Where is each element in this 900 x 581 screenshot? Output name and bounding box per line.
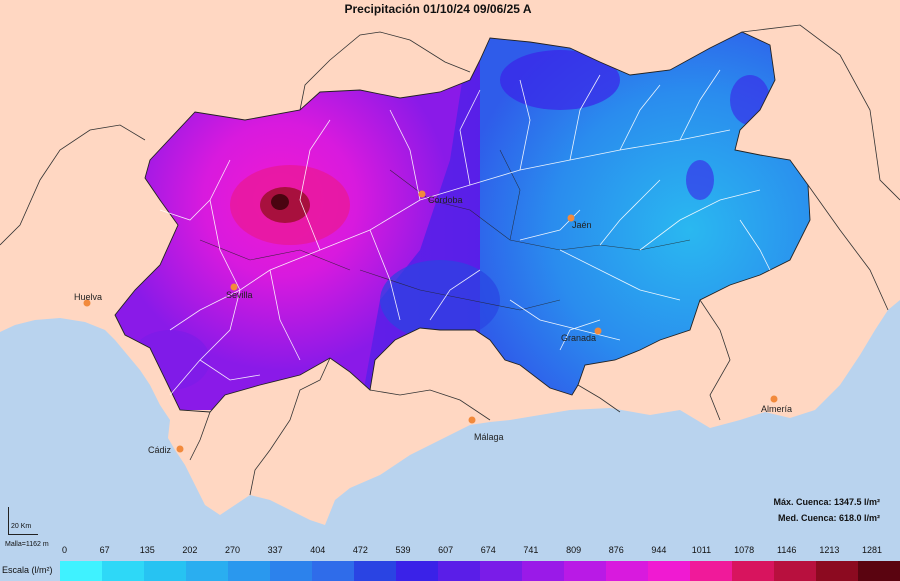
legend-tick: 1146 [777,545,797,555]
city-granada: Granada [561,327,602,343]
city-label: Granada [561,333,596,343]
distance-scalebar: 20 Km Malla=1162 m [5,507,49,548]
legend-swatch [858,561,900,581]
legend-tick: 809 [566,545,582,555]
legend-tick: 1213 [819,545,840,555]
legend-swatch [102,561,144,581]
city-label: Cádiz [148,445,172,455]
legend-tick: 67 [99,545,110,555]
city-huelva: Huelva [74,292,102,307]
city-cadiz: Cádiz [148,445,184,455]
city-jaen: Jaén [567,214,592,230]
map-title: Precipitación 01/10/24 09/06/25 A [344,2,532,16]
legend-tick: 876 [608,545,624,555]
city-cordoba: Córdoba [418,190,463,205]
city-malaga: Málaga [468,416,504,442]
city-label: Almería [761,404,792,414]
scalebar-distance: 20 Km [11,523,32,530]
legend-tick: 539 [395,545,411,555]
city-sevilla: Sevilla [226,283,253,300]
city-almeria: Almería [761,395,792,414]
legend-tick: 1011 [691,545,712,555]
legend-swatch [60,561,102,581]
legend-swatch [774,561,816,581]
city-label: Sevilla [226,290,253,300]
legend-tick: 472 [352,545,368,555]
color-legend [60,561,900,581]
river-network [159,69,771,396]
city-markers: Huelva Sevilla Córdoba Jaén Granada Alme… [74,190,792,455]
legend-swatch [228,561,270,581]
legend-swatch [396,561,438,581]
legend-swatch [522,561,564,581]
legend-swatch [732,561,774,581]
mean-basin-stat: Med. Cuenca: 618.0 l/m² [777,513,880,523]
legend-tick: 741 [523,545,539,555]
legend-swatch [816,561,858,581]
legend-tick: 1281 [861,545,883,555]
legend-tick: 674 [480,545,496,555]
legend-swatch [354,561,396,581]
city-label: Jaén [572,220,592,230]
legend-tick: 135 [139,545,155,555]
city-label: Málaga [474,432,504,442]
sub-basin-lines [199,149,691,311]
legend-swatch [480,561,522,581]
legend-tick: 337 [267,545,283,555]
city-label: Córdoba [428,195,463,205]
legend-ticks: 0 67 135 202 270 337 404 472 539 607 674 741 809 876 9… [0,545,900,559]
city-label: Huelva [74,292,102,302]
legend-tick: 270 [225,545,241,555]
legend-swatch [690,561,732,581]
legend-tick: 1078 [734,545,755,555]
legend-swatch [438,561,480,581]
legend-swatch [186,561,228,581]
legend-label: Escala (l/m²) [2,565,53,575]
province-borders [0,24,900,496]
legend-swatch [606,561,648,581]
grid-resolution: Malla=1162 m [5,541,49,548]
legend-tick: 944 [651,545,667,555]
legend-tick: 607 [438,545,454,555]
legend-swatch [312,561,354,581]
legend-tick: 202 [182,545,198,555]
legend-swatch [648,561,690,581]
legend-tick: 404 [310,545,326,555]
legend-tick: 0 [62,545,68,555]
max-basin-stat: Máx. Cuenca: 1347.5 l/m² [773,497,880,507]
legend-swatch [144,561,186,581]
legend-swatch [564,561,606,581]
legend-swatch [270,561,312,581]
